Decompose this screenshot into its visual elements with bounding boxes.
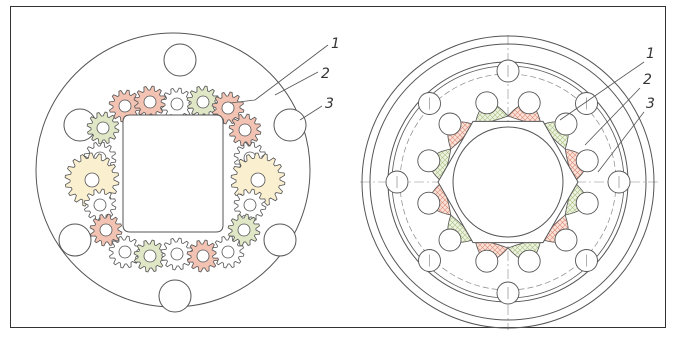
left-central-cavity <box>122 114 224 233</box>
right-outer-ring-1 <box>361 35 655 329</box>
right-outer-ring-2 <box>369 43 647 321</box>
right-label-3: 3 <box>646 96 655 112</box>
right-roller <box>475 91 499 115</box>
right-roller <box>575 149 599 173</box>
left-mounting-hole <box>158 279 192 313</box>
left-gear-ring <box>64 85 286 273</box>
right-label-2: 2 <box>643 72 652 88</box>
left-gear-bore <box>143 95 157 109</box>
right-roller <box>438 112 462 136</box>
right-leader-1 <box>559 61 645 121</box>
right-roller <box>554 112 578 136</box>
left-label-3: 3 <box>325 96 334 112</box>
left-mounting-hole <box>263 223 297 257</box>
left-mounting-hole <box>163 43 197 77</box>
right-roller <box>554 228 578 252</box>
right-roller <box>575 191 599 215</box>
right-roller <box>517 249 541 273</box>
left-gear-bore <box>238 123 252 137</box>
left-gear-bore <box>196 249 210 263</box>
left-gear-bore <box>84 172 100 188</box>
right-rollers <box>417 91 599 273</box>
right-leader-3 <box>597 111 645 173</box>
left-gear-bore <box>237 223 251 237</box>
left-view: 1 2 3 <box>35 32 340 313</box>
left-label-2: 2 <box>321 66 330 82</box>
left-label-1: 1 <box>331 36 340 52</box>
right-hex-shaft <box>437 120 579 244</box>
left-gear-bore <box>250 172 266 188</box>
right-shaft-circle <box>452 126 564 238</box>
left-gear-bore <box>221 101 235 115</box>
left-gear-bore <box>93 198 107 212</box>
right-roller <box>475 249 499 273</box>
left-leader-3 <box>299 105 323 121</box>
left-mounting-hole <box>273 108 307 142</box>
left-gear-bore <box>243 198 257 212</box>
left-leader-2 <box>274 71 319 96</box>
left-mounting-holes <box>58 43 307 313</box>
left-leader-1 <box>254 44 329 101</box>
left-mounting-hole <box>58 223 92 257</box>
right-label-1: 1 <box>646 46 655 62</box>
right-roller <box>417 149 441 173</box>
left-gear-bore <box>118 245 132 259</box>
left-gear-bore <box>221 245 235 259</box>
right-roller <box>517 91 541 115</box>
right-roller <box>438 228 462 252</box>
left-gear-bore <box>118 99 132 113</box>
left-leader-1-tail <box>229 99 256 104</box>
left-gear-bore <box>99 223 113 237</box>
right-roller <box>417 191 441 215</box>
left-gear-bore <box>143 249 157 263</box>
right-leader-2 <box>584 87 641 146</box>
left-gear-bore <box>170 247 184 261</box>
left-gear-bore <box>170 97 184 111</box>
figure-frame <box>10 6 666 328</box>
right-view: 1 2 3 <box>360 35 660 330</box>
right-bolt-holes <box>385 59 631 305</box>
left-gear-bore <box>196 95 210 109</box>
left-gear-bore <box>96 121 110 135</box>
